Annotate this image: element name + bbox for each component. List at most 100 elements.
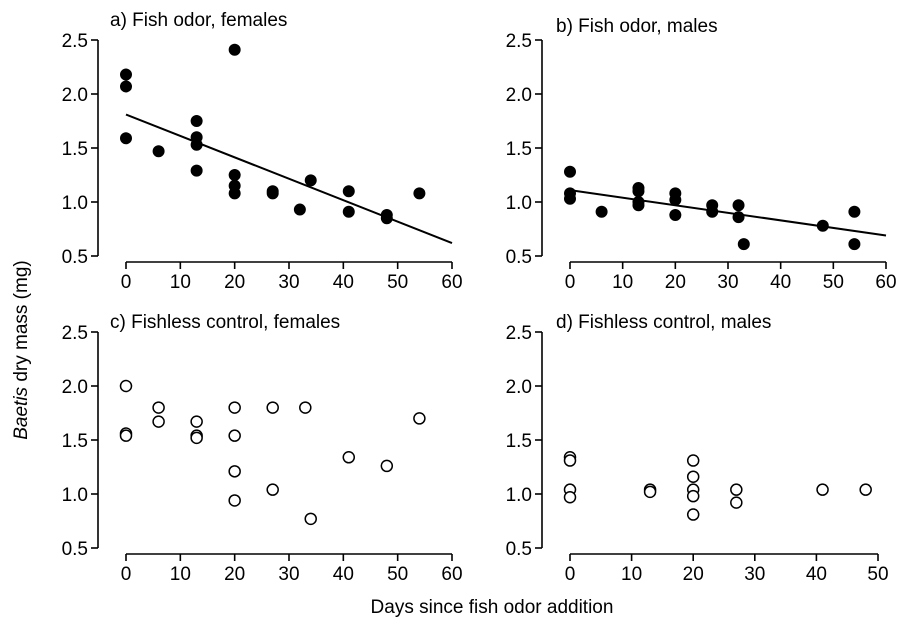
data-point [266,483,279,496]
data-point [228,494,241,507]
panel-title: a) Fish odor, females [110,10,287,31]
regression-line [125,113,453,244]
x-tick-label: 10 [612,272,633,293]
data-point [686,454,700,467]
scatter-panel: a) Fish odor, females 0.5 1.0 1.5 2.0 2.5 0 10 2… [62,10,463,293]
x-axis-title: Days since fish odor addition [371,597,614,618]
data-point [299,401,312,414]
data-point [266,187,279,200]
y-tick-label: 2.5 [506,323,532,344]
data-point [732,199,745,212]
data-point [413,187,426,200]
x-tick-label: 0 [121,272,132,293]
scatter-panel: b) Fish odor, males 0.5 1.0 1.5 2.0 2.5 0 10 20 3… [506,16,897,293]
data-point [152,415,165,428]
data-point [293,203,306,216]
x-tick-label: 0 [565,564,576,585]
x-tick-label: 30 [744,564,765,585]
y-tick-label: 0.5 [506,247,532,268]
x-tick-label: 20 [224,564,245,585]
y-axis-title-rest: dry mass (mg) [11,260,32,387]
x-tick-label: 40 [333,564,354,585]
data-point [737,238,750,251]
panel-title: b) Fish odor, males [556,16,718,37]
data-point [848,205,861,218]
y-tick-label: 1.0 [62,485,88,506]
x-tick-label: 30 [278,564,299,585]
data-point [732,211,745,224]
data-point [669,208,682,221]
data-point [190,415,203,428]
y-tick-label: 0.5 [506,539,532,560]
y-tick-label: 1.5 [62,139,88,160]
y-tick-label: 1.5 [62,431,88,452]
data-point [380,459,394,473]
data-point [669,193,682,206]
data-point [564,192,576,205]
y-tick-label: 2.5 [506,31,532,52]
panel-title: d) Fishless control, males [556,312,771,333]
y-axis-title-italic: Baetis [11,386,32,439]
x-tick-label: 40 [806,564,827,585]
data-point [706,205,719,218]
data-point [632,185,645,198]
x-tick-label: 20 [665,272,686,293]
y-tick-label: 2.5 [62,31,88,52]
data-point [816,219,829,232]
data-point [848,238,861,251]
x-tick-label: 60 [875,272,896,293]
x-tick-label: 40 [333,272,354,293]
x-tick-label: 10 [621,564,642,585]
data-point [120,68,132,81]
data-point [120,80,132,93]
x-tick-label: 20 [683,564,704,585]
data-point [119,429,133,442]
x-tick-label: 50 [387,564,408,585]
y-tick-label: 2.0 [506,85,532,106]
data-point [859,483,872,496]
data-point [632,199,645,212]
data-point [228,401,241,414]
data-point [413,412,426,425]
data-point [190,164,203,177]
data-point [266,401,279,414]
data-point [730,483,743,496]
x-tick-label: 20 [224,272,245,293]
data-point [152,145,165,158]
x-tick-label: 50 [867,564,888,585]
data-point [228,465,241,478]
x-tick-label: 60 [441,564,462,585]
y-tick-label: 0.5 [62,247,88,268]
y-tick-label: 1.0 [506,485,532,506]
data-point [228,187,241,200]
data-point [190,115,203,127]
data-point [152,401,165,414]
y-axis-title: Baetis dry mass (mg) [11,260,32,440]
y-tick-label: 1.5 [506,139,532,160]
y-tick-label: 1.5 [506,431,532,452]
x-tick-label: 50 [823,272,844,293]
panel-title: c) Fishless control, females [110,312,340,333]
x-tick-label: 60 [441,272,462,293]
x-tick-label: 10 [170,564,191,585]
data-point [342,185,355,198]
scatter-panel: d) Fishless control, males 0.5 1.0 1.5 2.0 2.… [506,312,889,585]
y-tick-label: 1.0 [506,193,532,214]
data-point [564,165,576,178]
data-point [228,43,241,56]
y-tick-label: 2.5 [62,323,88,344]
data-point [304,512,317,526]
scatter-panel: c) Fishless control, females 0.5 1.0 1.5 2.0… [62,312,463,585]
x-tick-label: 30 [717,272,738,293]
y-tick-label: 1.0 [62,193,88,214]
data-point [190,431,203,445]
x-tick-label: 40 [770,272,791,293]
data-point [380,212,393,225]
y-tick-label: 2.0 [62,377,88,398]
data-point [120,132,132,145]
x-tick-label: 10 [170,272,191,293]
data-point [342,205,355,218]
data-point [686,470,700,483]
data-point [190,138,203,151]
